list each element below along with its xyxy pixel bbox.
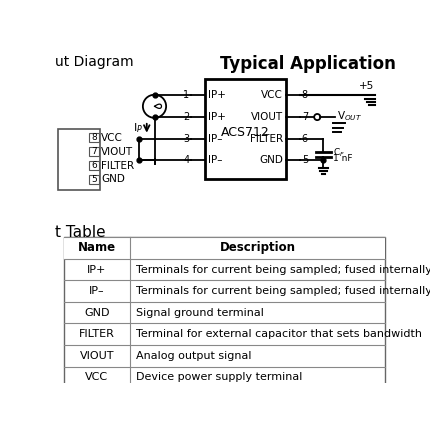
Text: VCC: VCC — [261, 90, 283, 101]
Bar — [89, 161, 99, 170]
Text: Description: Description — [220, 242, 295, 255]
Text: 7: 7 — [91, 147, 97, 156]
Text: 8: 8 — [91, 133, 97, 142]
Text: 3: 3 — [183, 134, 189, 144]
Text: Name: Name — [78, 242, 116, 255]
Text: Typical Application: Typical Application — [220, 55, 396, 74]
Text: IP+: IP+ — [208, 90, 226, 101]
Text: VCC: VCC — [85, 372, 108, 382]
Bar — [205, 79, 286, 178]
Text: GND: GND — [101, 175, 125, 184]
Bar — [89, 175, 99, 184]
Text: IP+: IP+ — [87, 264, 107, 274]
Text: FILTER: FILTER — [79, 329, 115, 339]
Text: FILTER: FILTER — [101, 160, 134, 171]
Text: 6: 6 — [302, 134, 308, 144]
Text: IP–: IP– — [208, 134, 222, 144]
Text: 4: 4 — [183, 155, 189, 165]
Text: IP–: IP– — [208, 155, 222, 165]
Text: FILTER: FILTER — [250, 134, 283, 144]
Text: GND: GND — [84, 307, 110, 318]
Text: ut Diagram: ut Diagram — [55, 55, 134, 70]
Text: IP+: IP+ — [208, 112, 226, 122]
Text: V$_{OUT}$: V$_{OUT}$ — [337, 109, 362, 123]
Text: VIOUT: VIOUT — [101, 147, 133, 157]
Text: +5: +5 — [359, 81, 374, 91]
Text: 7: 7 — [302, 112, 308, 122]
Text: VIOUT: VIOUT — [80, 351, 114, 361]
Text: C$_F$: C$_F$ — [333, 146, 345, 159]
Text: t Table: t Table — [55, 225, 106, 240]
Text: VCC: VCC — [101, 133, 123, 143]
Text: Device power supply terminal: Device power supply terminal — [136, 372, 302, 382]
Text: 6: 6 — [91, 161, 97, 170]
Text: 5: 5 — [91, 175, 97, 184]
Text: 5: 5 — [302, 155, 308, 165]
Text: Analog output signal: Analog output signal — [136, 351, 252, 361]
Text: I$_P$: I$_P$ — [133, 121, 143, 135]
Text: IP–: IP– — [89, 286, 104, 296]
Text: 2: 2 — [183, 112, 189, 122]
Text: GND: GND — [259, 155, 283, 165]
Bar — [89, 133, 99, 142]
Text: 1: 1 — [183, 90, 189, 101]
Text: VIOUT: VIOUT — [251, 112, 283, 122]
Text: Signal ground terminal: Signal ground terminal — [136, 307, 264, 318]
Text: 8: 8 — [302, 90, 308, 101]
Text: Terminals for current being sampled; fused internally: Terminals for current being sampled; fus… — [136, 264, 430, 274]
Bar — [64, 237, 385, 388]
Text: 1 nF: 1 nF — [333, 154, 352, 163]
Text: Terminals for current being sampled; fused internally: Terminals for current being sampled; fus… — [136, 286, 430, 296]
Text: Terminal for external capacitor that sets bandwidth: Terminal for external capacitor that set… — [136, 329, 422, 339]
Bar — [64, 237, 385, 259]
Text: ACS712: ACS712 — [221, 126, 270, 139]
Bar — [89, 147, 99, 157]
Bar — [58, 129, 100, 190]
